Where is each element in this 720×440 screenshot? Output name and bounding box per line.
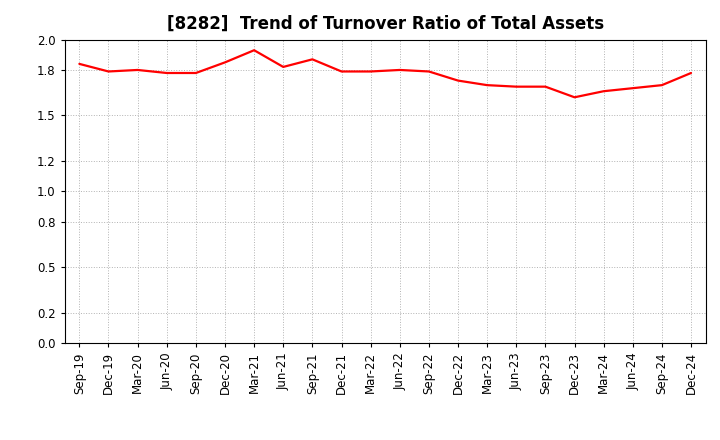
Title: [8282]  Trend of Turnover Ratio of Total Assets: [8282] Trend of Turnover Ratio of Total … (166, 15, 604, 33)
